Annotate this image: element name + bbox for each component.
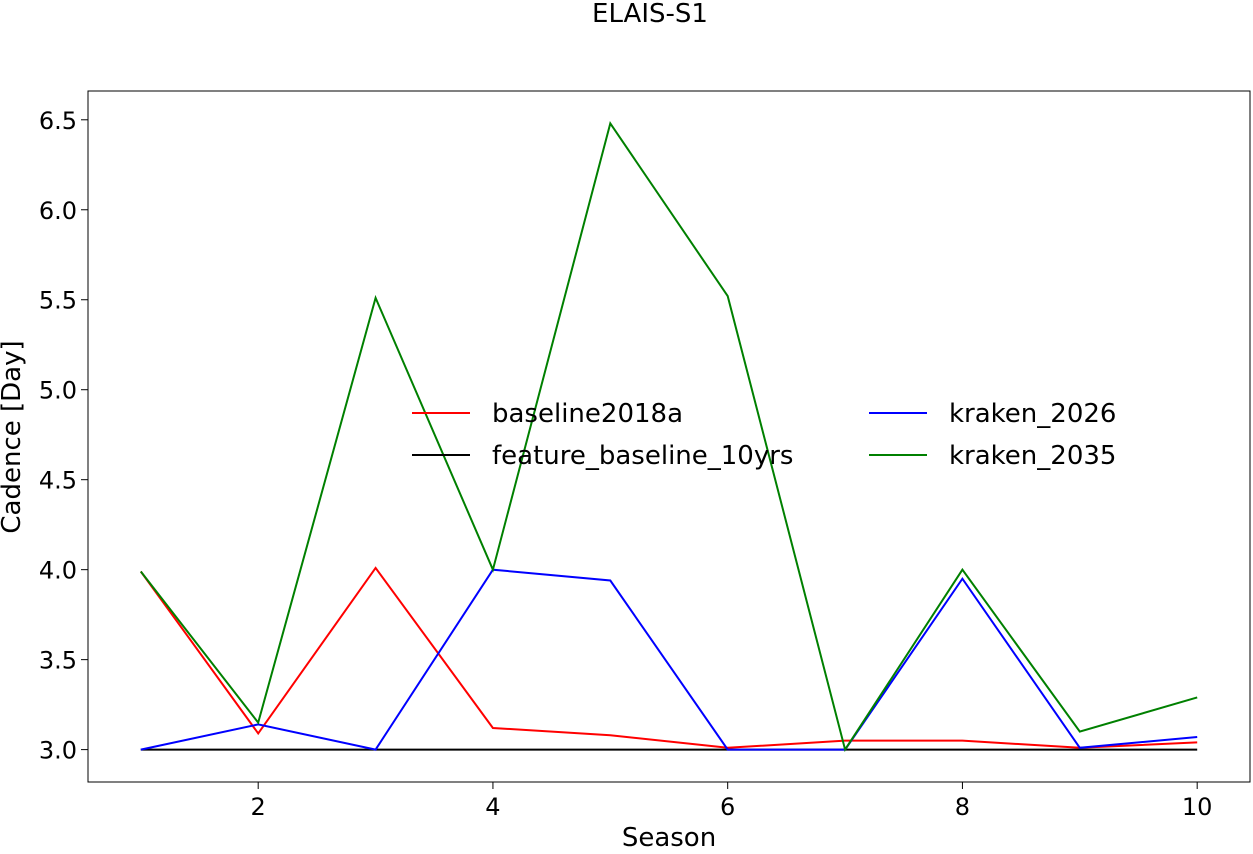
legend-label-baseline2018a: baseline2018a bbox=[492, 399, 683, 429]
y-tick-label: 5.5 bbox=[39, 287, 77, 315]
x-tick-label: 8 bbox=[955, 793, 970, 821]
legend-label-kraken_2035: kraken_2035 bbox=[949, 441, 1116, 471]
x-tick-label: 4 bbox=[485, 793, 500, 821]
y-tick-label: 3.0 bbox=[39, 737, 77, 765]
chart-title: ELAIS-S1 bbox=[592, 0, 708, 29]
y-tick-label: 5.0 bbox=[39, 377, 77, 405]
legend-label-feature_baseline_10yrs: feature_baseline_10yrs bbox=[492, 441, 793, 471]
legend-label-kraken_2026: kraken_2026 bbox=[949, 399, 1116, 429]
x-tick-label: 10 bbox=[1182, 793, 1213, 821]
plot-frame bbox=[87, 90, 1251, 783]
y-tick-label: 3.5 bbox=[39, 647, 77, 675]
y-tick-label: 4.0 bbox=[39, 557, 77, 585]
plot-area bbox=[87, 90, 1251, 783]
legend: baseline2018a feature_baseline_10yrs krake… bbox=[412, 399, 1116, 471]
y-tick-label: 4.5 bbox=[39, 467, 77, 495]
y-axis-label: Cadence [Day] bbox=[0, 340, 27, 533]
y-axis-ticks: 3.0 3.5 4.0 4.5 5.0 5.5 6.0 6.5 bbox=[39, 107, 88, 765]
x-tick-label: 6 bbox=[720, 793, 735, 821]
y-tick-label: 6.5 bbox=[39, 107, 77, 135]
series-line-baseline2018a bbox=[139, 566, 1198, 749]
y-tick-label: 6.0 bbox=[39, 197, 77, 225]
x-tick-label: 2 bbox=[251, 793, 266, 821]
series-line-kraken_2026 bbox=[140, 568, 1198, 751]
x-axis-ticks: 2 4 6 8 10 bbox=[251, 782, 1213, 821]
series-lines bbox=[139, 121, 1198, 753]
series-line-kraken_2035 bbox=[140, 121, 1198, 753]
x-axis-label: Season bbox=[622, 823, 716, 853]
